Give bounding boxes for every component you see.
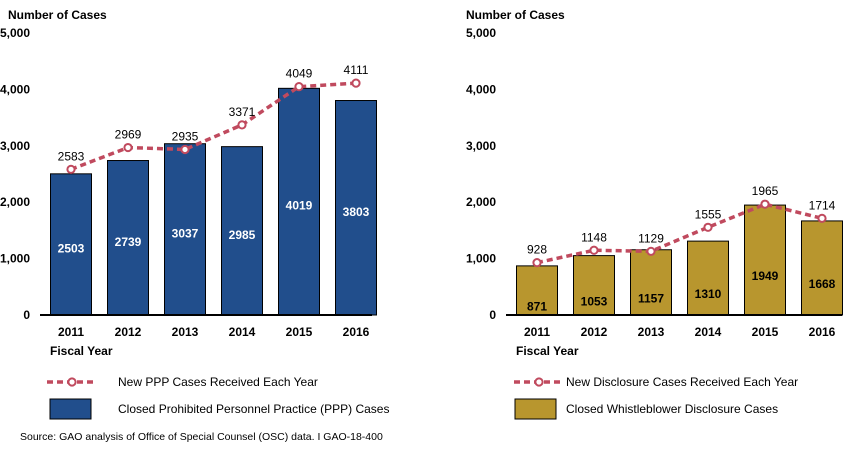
line-point-label: 2969: [115, 128, 142, 142]
line-point: [760, 199, 770, 209]
line-point-label: 928: [527, 243, 547, 257]
line-series: [70, 81, 357, 171]
bar-value-label: 2503: [58, 241, 85, 255]
x-axis-title: Fiscal Year: [516, 344, 579, 358]
y-tick-label: 4,000: [0, 82, 30, 96]
bar-value-label: 871: [527, 299, 547, 313]
line-point: [123, 142, 133, 153]
x-tick-label: 2014: [695, 325, 722, 339]
chart-panel-2: Number of Cases 0 1,000 2,000 3,000 4,000 5,00…: [466, 8, 843, 420]
bar-value-label: 3803: [343, 205, 370, 219]
line-point: [646, 246, 656, 256]
legend-label: New Disclosure Cases Received Each Year: [566, 375, 798, 389]
y-tick-label: 5,000: [466, 26, 496, 40]
line-point: [351, 78, 361, 88]
bar-value-label: 1949: [752, 269, 779, 283]
line-point: [237, 120, 247, 130]
x-tick-label: 2015: [286, 325, 313, 339]
bar-value-label: 2739: [115, 235, 142, 249]
y-tick-label: 2,000: [0, 195, 30, 209]
legend-label: Closed Whistleblower Disclosure Cases: [566, 402, 778, 416]
x-tick-label: 2013: [638, 325, 665, 339]
line-point-label: 1965: [752, 184, 779, 198]
line-point-label: 1555: [695, 207, 722, 221]
x-tick-label: 2015: [752, 325, 779, 339]
bar: [744, 204, 786, 316]
line-point: [66, 164, 76, 174]
chart-panel-1: Number of Cases 0 1,000 2,000 3,000 4,000 5,00…: [0, 8, 389, 420]
y-tick-label: 4,000: [466, 82, 496, 96]
line-point-label: 2583: [58, 149, 85, 163]
bar: [687, 240, 729, 316]
legend-label: New PPP Cases Received Each Year: [118, 375, 318, 389]
y-tick-label: 1,000: [466, 252, 496, 266]
y-tick-label: 3,000: [0, 139, 30, 153]
bar: [221, 146, 263, 316]
line-point-label: 4111: [344, 63, 369, 77]
line-point: [817, 213, 827, 223]
bar: [107, 160, 149, 316]
x-tick-label: 2016: [809, 325, 836, 339]
bar-value-label: 4019: [286, 199, 313, 213]
legend-bar-swatch: [514, 398, 557, 420]
line-point: [294, 82, 304, 92]
bar-value-label: 1310: [695, 287, 722, 301]
line-point: [532, 258, 542, 268]
legend-label: Closed Prohibited Personnel Practice (PP…: [118, 402, 389, 416]
y-tick-label: 2,000: [466, 195, 496, 209]
bar: [801, 220, 843, 316]
legend-line-marker: [534, 377, 544, 387]
legend-bar-swatch: [49, 398, 92, 420]
y-axis-title: Number of Cases: [466, 8, 565, 22]
line-point-label: 1714: [809, 198, 836, 212]
bar-value-label: 3037: [172, 226, 199, 240]
bar: [50, 173, 92, 316]
x-tick-label: 2012: [581, 325, 608, 339]
x-tick-label: 2011: [58, 325, 84, 339]
line-point: [589, 245, 599, 255]
x-tick-label: 2016: [343, 325, 370, 339]
y-tick-label: 0: [489, 308, 496, 322]
line-point-label: 4049: [286, 67, 313, 81]
line-point-label: 1148: [581, 230, 607, 244]
y-axis-title: Number of Cases: [8, 8, 107, 22]
line-point-label: 2935: [172, 129, 199, 143]
x-tick-label: 2012: [115, 325, 142, 339]
y-tick-label: 0: [23, 308, 30, 322]
line-point: [180, 144, 190, 155]
bar: [516, 265, 558, 316]
x-axis-title: Fiscal Year: [50, 344, 113, 358]
x-tick-label: 2013: [172, 325, 199, 339]
y-tick-label: 1,000: [0, 252, 30, 266]
y-tick-label: 3,000: [466, 139, 496, 153]
source-note: Source: GAO analysis of Office of Specia…: [20, 431, 383, 443]
x-tick-label: 2014: [229, 325, 256, 339]
x-tick-label: 2011: [524, 325, 550, 339]
bar-value-label: 1668: [809, 277, 836, 291]
line-point: [703, 222, 713, 232]
bar-value-label: 1053: [581, 294, 608, 308]
line-point-label: 1129: [638, 231, 664, 245]
bar: [164, 143, 206, 316]
bar: [335, 100, 377, 316]
bar-value-label: 1157: [638, 291, 664, 305]
line-point-label: 3371: [229, 105, 256, 119]
bar-value-label: 2985: [229, 228, 256, 242]
legend-line-marker: [67, 377, 77, 387]
y-tick-label: 5,000: [0, 26, 30, 40]
